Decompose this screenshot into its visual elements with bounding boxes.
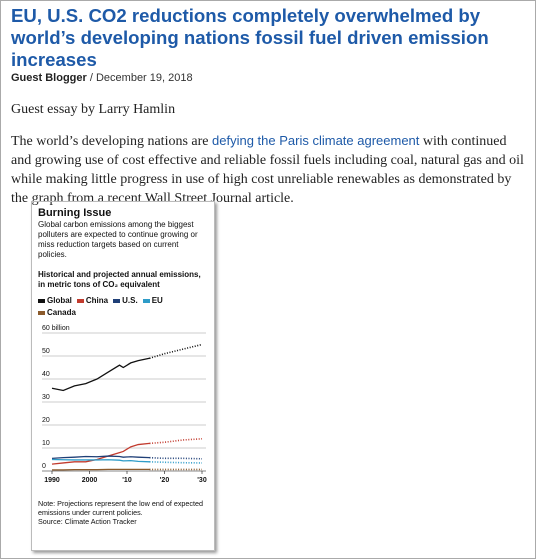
text: The world’s developing nations are bbox=[11, 134, 213, 149]
legend-swatch bbox=[142, 298, 150, 303]
legend-swatch bbox=[113, 298, 121, 303]
x-tick-label: 1990 bbox=[44, 477, 60, 484]
historical-line bbox=[51, 455, 150, 459]
y-tick-label: 60 billion bbox=[42, 325, 70, 332]
legend-item: Global bbox=[38, 296, 72, 305]
legend-label: Canada bbox=[47, 308, 76, 317]
historical-line bbox=[51, 458, 150, 463]
y-tick-label: 0 bbox=[42, 463, 46, 470]
legend-label: China bbox=[85, 296, 109, 305]
historical-line bbox=[51, 357, 150, 392]
chart-subtitle: Global carbon emissions among the bigges… bbox=[38, 220, 198, 259]
y-tick-label: 10 bbox=[42, 440, 50, 447]
y-axis-label: Historical and projected annual emission… bbox=[38, 270, 201, 289]
article-title: EU, U.S. CO2 reductions completely overw… bbox=[11, 5, 489, 70]
text: with continued and growing use of cost e… bbox=[11, 134, 524, 206]
x-tick-label: '30 bbox=[197, 477, 207, 484]
date: December 19, 2018 bbox=[95, 72, 193, 84]
x-tick-label: 2000 bbox=[82, 477, 98, 484]
figure: Burning Issue Global carbon emissions am… bbox=[31, 201, 215, 551]
intro: Guest essay by Larry Hamlin bbox=[11, 102, 176, 117]
y-tick-label: 30 bbox=[42, 394, 50, 401]
projected-line bbox=[149, 456, 203, 460]
projected-line bbox=[149, 343, 203, 360]
x-tick-label: '10 bbox=[122, 477, 132, 484]
projected-line bbox=[149, 461, 203, 464]
legend-label: EU bbox=[151, 296, 163, 305]
link[interactable]: defying the Paris climate agreement bbox=[212, 133, 420, 148]
author[interactable]: Guest Blogger bbox=[11, 72, 87, 84]
legend: Global China U.S. EU Canada bbox=[38, 296, 178, 317]
byline: Guest Blogger / December 19, 2018 bbox=[11, 72, 525, 84]
chart-title: Burning Issue bbox=[38, 207, 112, 219]
legend-swatch bbox=[38, 298, 45, 303]
paragraph: The world’s developing nations are defyi… bbox=[11, 131, 526, 208]
legend-item: China bbox=[76, 296, 109, 305]
y-tick-label: 50 bbox=[42, 348, 50, 355]
legend-swatch bbox=[76, 298, 84, 303]
byline-separator: / bbox=[89, 72, 93, 84]
chart-source: Source: Climate Action Tracker bbox=[38, 517, 137, 526]
legend-label: Global bbox=[47, 296, 72, 305]
legend-item: U.S. bbox=[113, 296, 138, 305]
y-tick-label: 40 bbox=[42, 371, 50, 378]
y-tick-label: 20 bbox=[42, 417, 50, 424]
chart-note: Note: Projections represent the low end … bbox=[38, 499, 204, 517]
plot: 0 10 20 30 40 50 60 billion 1990 2000 '10 '20 '30 bbox=[42, 325, 207, 484]
x-tick-label: '20 bbox=[160, 477, 170, 484]
legend-label: U.S. bbox=[122, 296, 138, 305]
legend-item: EU bbox=[142, 296, 163, 305]
projected-line bbox=[149, 438, 203, 445]
legend-swatch bbox=[38, 310, 45, 315]
legend-item: Canada bbox=[38, 308, 76, 317]
